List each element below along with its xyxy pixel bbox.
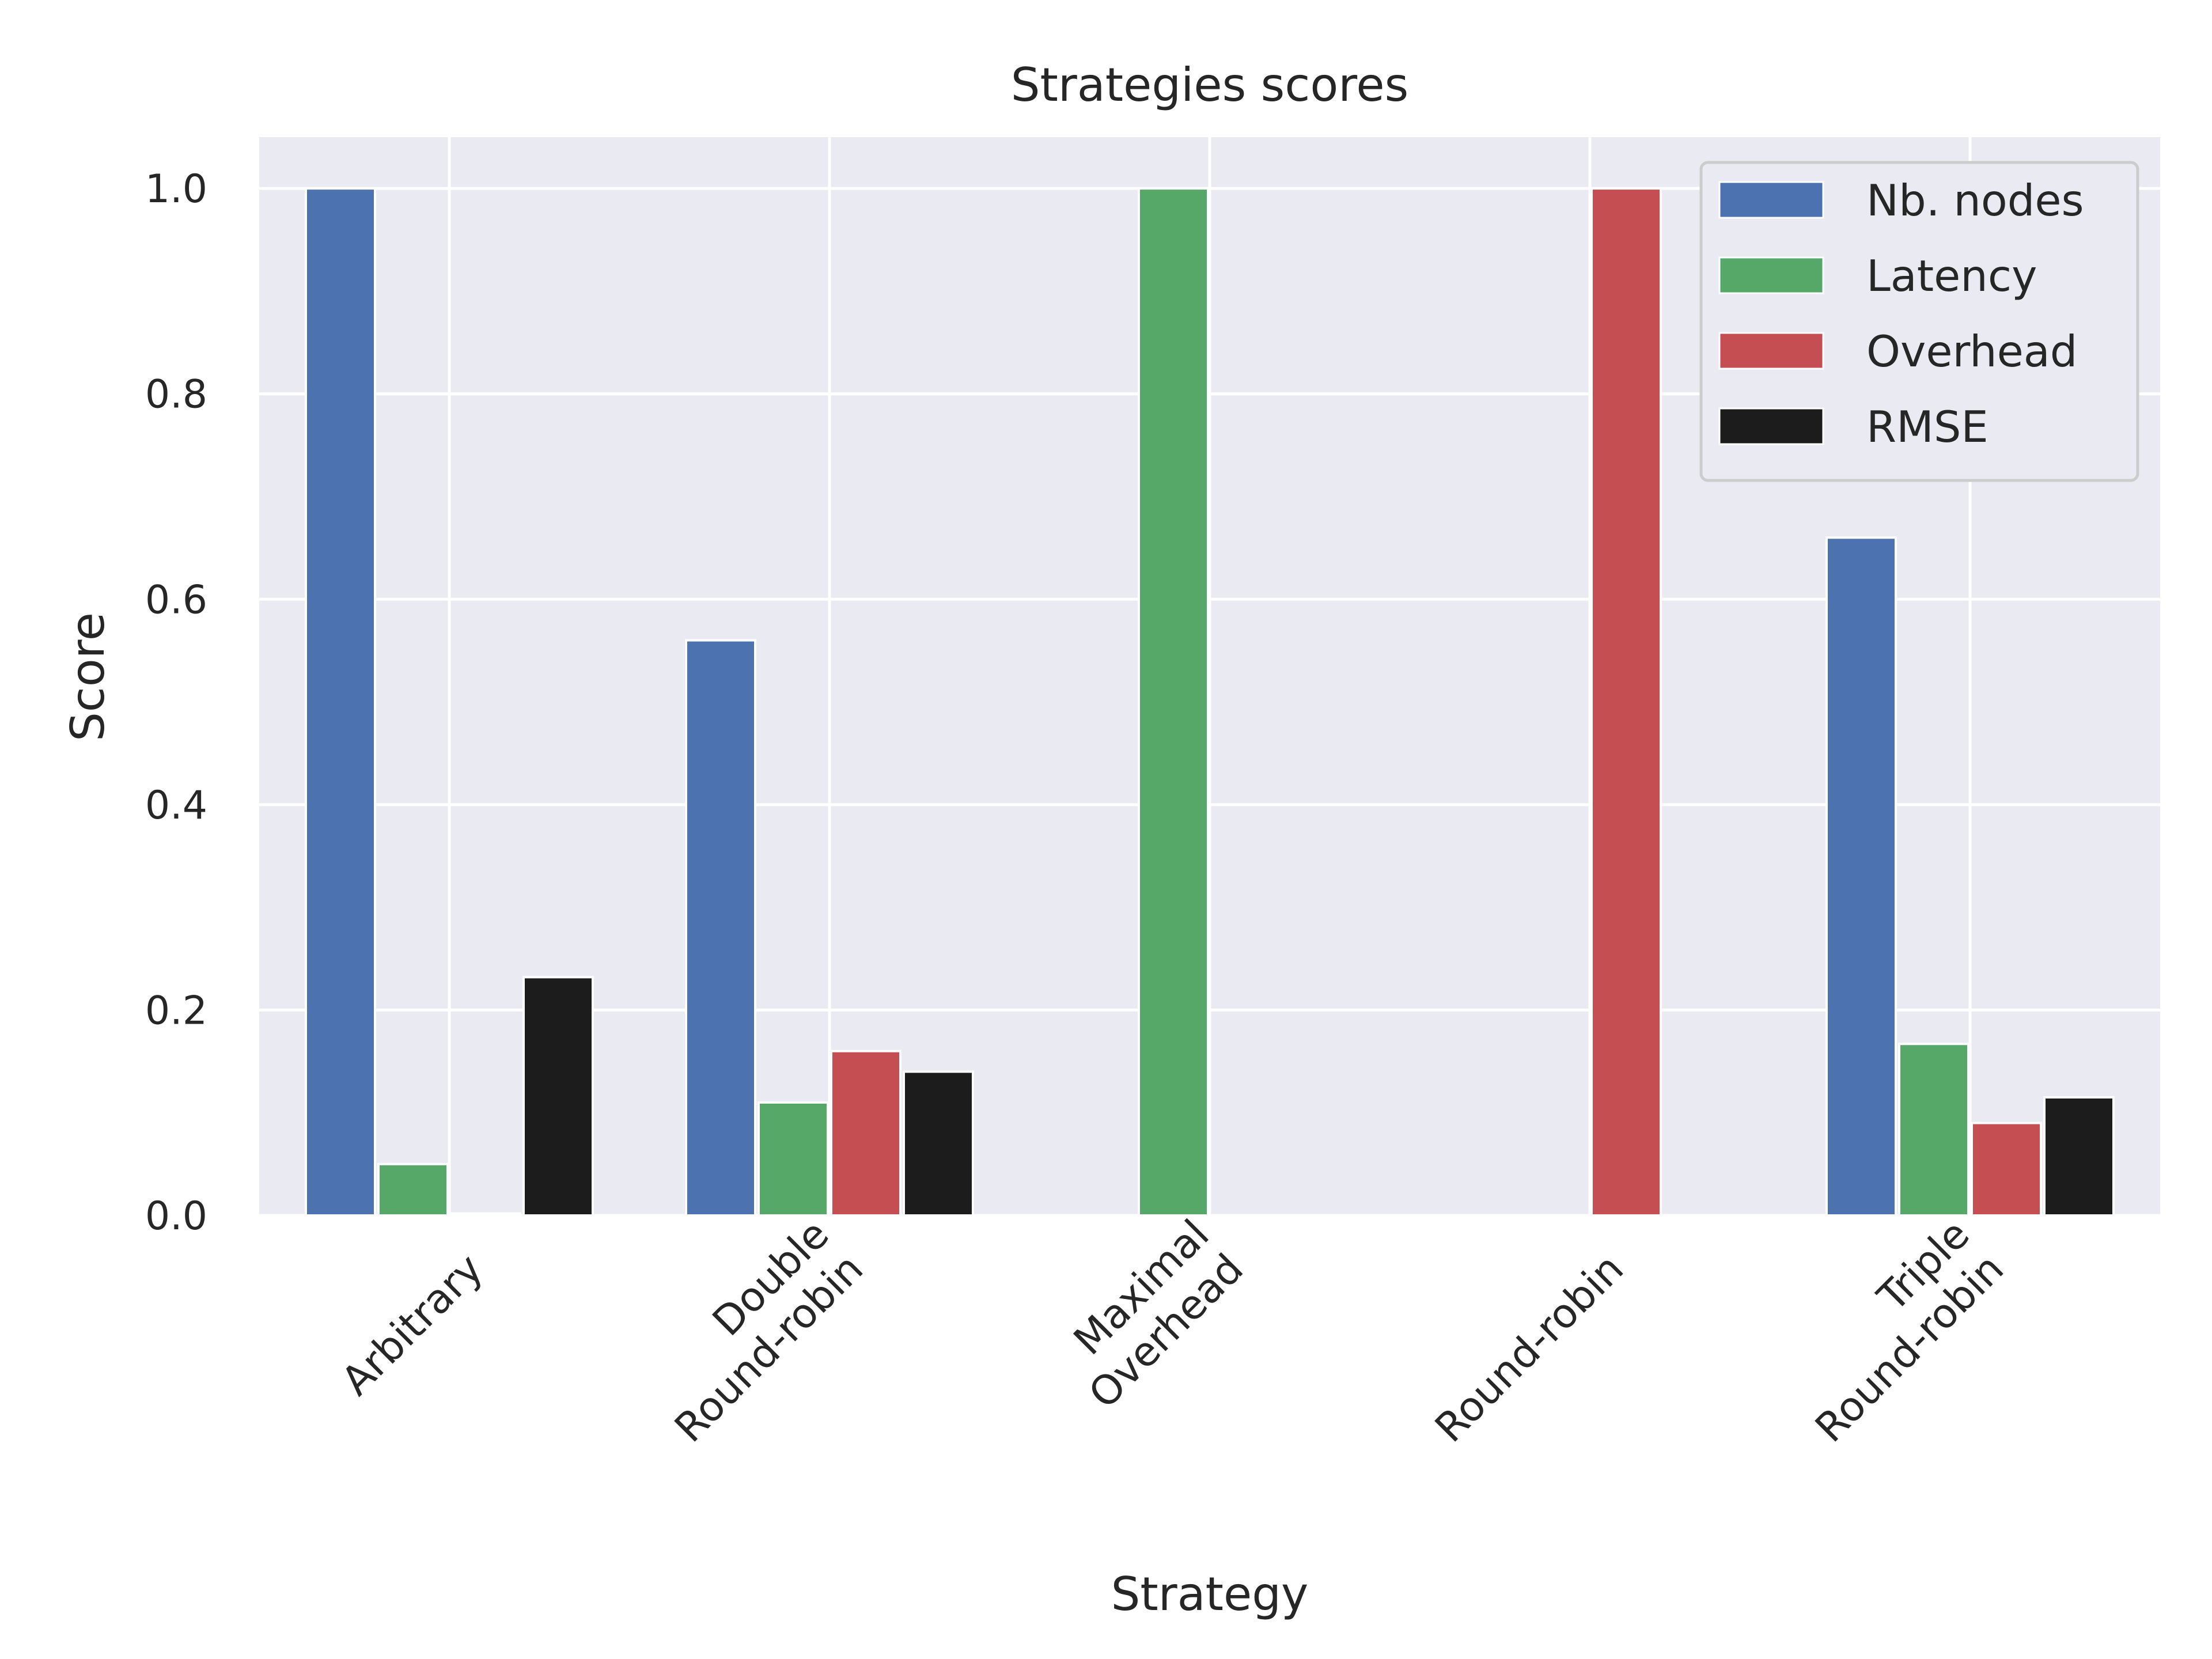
bar-overhead-0 bbox=[450, 1212, 521, 1217]
bar-nb-nodes-1 bbox=[685, 639, 756, 1217]
bars bbox=[305, 187, 2115, 1217]
bar-latency-4 bbox=[1898, 1043, 1969, 1217]
legend-swatch bbox=[1718, 332, 1824, 370]
bar-rmse-0 bbox=[522, 976, 594, 1217]
bar-latency-1 bbox=[757, 1101, 829, 1217]
legend-label: Latency bbox=[1866, 251, 2037, 301]
x-tick-label: Arbitrary bbox=[332, 1245, 492, 1404]
y-tick-label: 0.2 bbox=[145, 988, 207, 1033]
bar-nb-nodes-0 bbox=[305, 187, 376, 1217]
y-tick-label: 0.4 bbox=[145, 783, 207, 828]
grid-lines bbox=[259, 137, 2160, 1217]
bar-rmse-1 bbox=[903, 1070, 974, 1217]
x-tick-label: Round-robin bbox=[1426, 1245, 1633, 1452]
bar-overhead-3 bbox=[1590, 187, 1662, 1217]
legend-label: Overhead bbox=[1866, 326, 2077, 377]
bar-latency-0 bbox=[377, 1162, 449, 1217]
legend-swatch bbox=[1718, 181, 1824, 219]
x-category-label: Arbitrary bbox=[332, 1245, 492, 1404]
legend-frame bbox=[1699, 161, 2139, 482]
y-tick-label: 0.6 bbox=[145, 577, 207, 623]
legend-swatch bbox=[1718, 256, 1824, 294]
y-tick-label: 0.0 bbox=[145, 1194, 207, 1239]
x-category-label: Round-robin bbox=[1426, 1245, 1633, 1452]
y-tick-label: 1.0 bbox=[145, 166, 207, 212]
legend: Nb. nodes Latency Overhead RMSE bbox=[1699, 161, 2139, 482]
legend-label: Nb. nodes bbox=[1866, 175, 2084, 226]
y-tick-label: 0.8 bbox=[145, 372, 207, 418]
bar-latency-2 bbox=[1138, 187, 1209, 1217]
bar-rmse-4 bbox=[2043, 1096, 2115, 1217]
bar-overhead-1 bbox=[830, 1050, 902, 1217]
bar-nb-nodes-4 bbox=[1825, 536, 1897, 1217]
chart-title: Strategies scores bbox=[1011, 58, 1409, 112]
y-axis-label: Score bbox=[61, 612, 115, 741]
legend-swatch bbox=[1718, 407, 1824, 445]
bar-overhead-4 bbox=[1971, 1122, 2042, 1217]
y-tick-labels: 0.0 0.2 0.4 0.6 0.8 1.0 bbox=[145, 166, 207, 1239]
legend-label: RMSE bbox=[1866, 402, 1988, 452]
x-axis-label: Strategy bbox=[1111, 1567, 1309, 1621]
